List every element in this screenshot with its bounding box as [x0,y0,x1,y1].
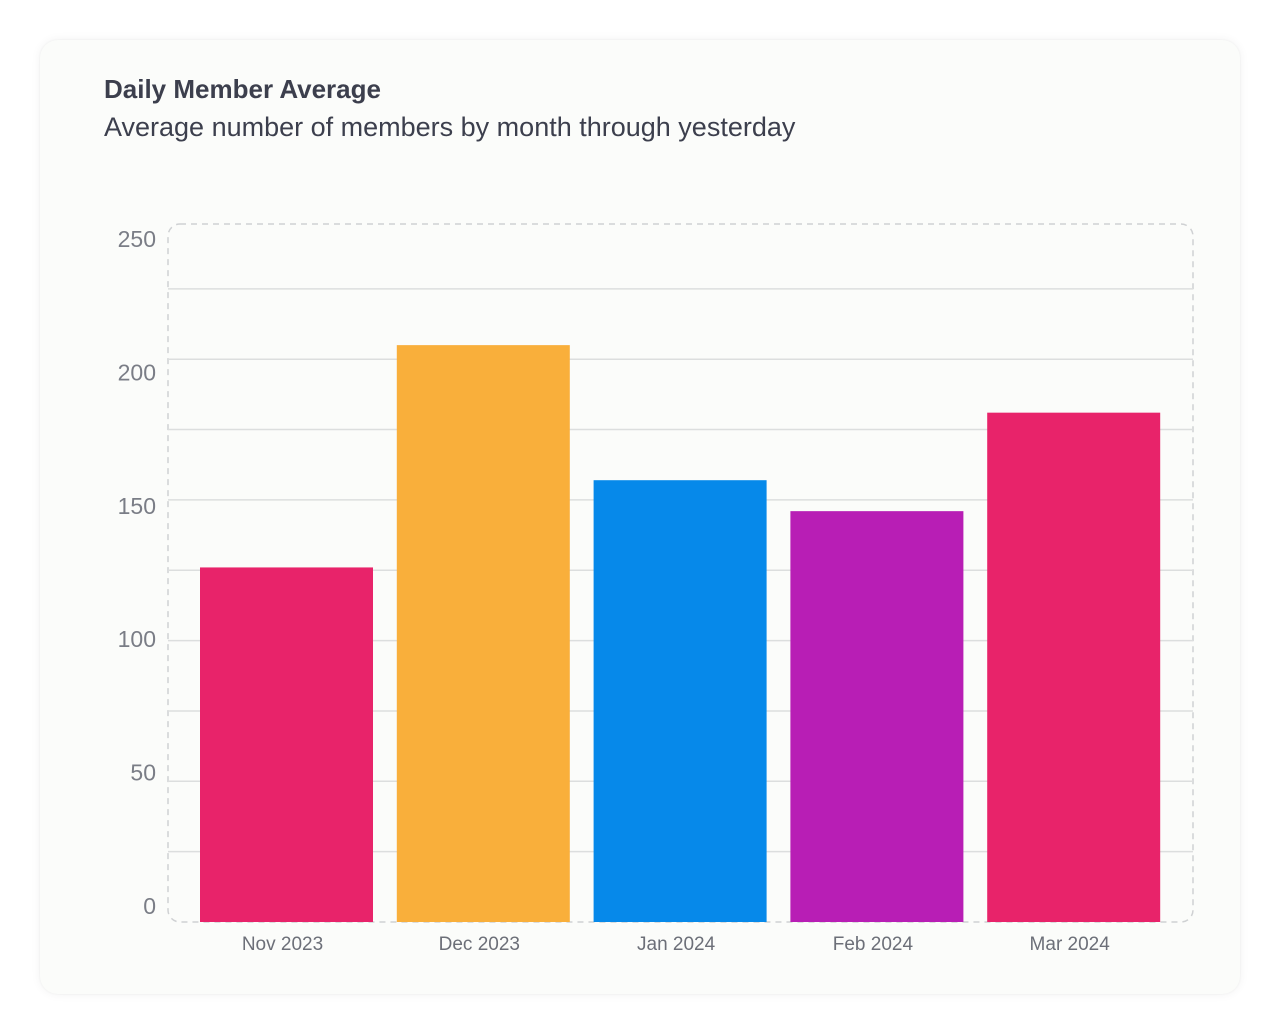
chart-title: Daily Member Average [104,74,381,104]
bar-mar-2024[interactable] [987,412,1161,922]
x-tick-label: Dec 2023 [439,934,520,955]
x-tick-label: Mar 2024 [1030,934,1111,955]
bar-jan-2024[interactable] [593,480,767,922]
y-tick-label: 0 [143,893,156,919]
chart-subtitle: Average number of members by month throu… [104,112,796,142]
y-tick-label: 150 [118,493,156,519]
x-tick-label: Feb 2024 [833,934,914,955]
y-tick-label: 250 [118,226,156,252]
x-tick-label: Jan 2024 [637,934,716,955]
y-tick-label: 100 [118,626,156,652]
bars [200,345,1161,922]
y-tick-label: 50 [130,760,156,786]
bar-dec-2023[interactable] [396,345,570,922]
x-axis-ticks: Nov 2023 Dec 2023 Jan 2024 Feb 2024 Mar 2024 [242,934,1110,955]
bar-nov-2023[interactable] [200,567,373,922]
x-tick-label: Nov 2023 [242,934,323,955]
y-tick-label: 200 [118,359,156,385]
bar-feb-2024[interactable] [790,511,964,922]
y-axis-ticks: 0 50 100 150 200 250 [118,226,156,919]
